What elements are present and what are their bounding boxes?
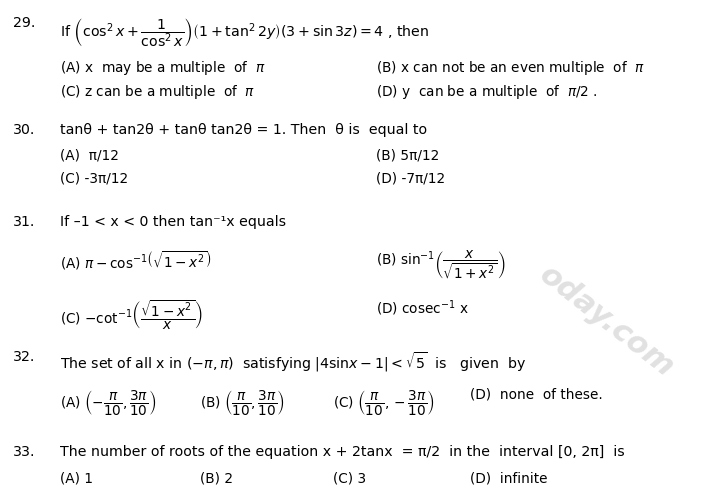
- Text: (D)  infinite: (D) infinite: [470, 472, 548, 486]
- Text: (C) -3π/12: (C) -3π/12: [60, 172, 128, 186]
- Text: (D) y  can be a multiple  of  $\pi$/2 .: (D) y can be a multiple of $\pi$/2 .: [376, 83, 597, 101]
- Text: (D) -7π/12: (D) -7π/12: [376, 172, 444, 186]
- Text: tanθ + tan2θ + tanθ tan2θ = 1. Then  θ is  equal to: tanθ + tan2θ + tanθ tan2θ = 1. Then θ is…: [60, 123, 427, 137]
- Text: 32.: 32.: [13, 350, 35, 364]
- Text: 31.: 31.: [13, 215, 35, 229]
- Text: (D)  none  of these.: (D) none of these.: [470, 388, 603, 401]
- Text: (C) $\left(\dfrac{\pi}{10}, -\dfrac{3\pi}{10}\right)$: (C) $\left(\dfrac{\pi}{10}, -\dfrac{3\pi…: [333, 388, 435, 417]
- Text: 33.: 33.: [13, 445, 35, 458]
- Text: (B) 5π/12: (B) 5π/12: [376, 149, 439, 163]
- Text: (C) z can be a multiple  of  $\pi$: (C) z can be a multiple of $\pi$: [60, 83, 255, 101]
- Text: 29.: 29.: [13, 16, 35, 30]
- Text: (A) x  may be a multiple  of  $\pi$: (A) x may be a multiple of $\pi$: [60, 59, 265, 77]
- Text: (A) $\pi - \cos^{-1}\!\left(\sqrt{1-x^2}\right)$: (A) $\pi - \cos^{-1}\!\left(\sqrt{1-x^2}…: [60, 249, 211, 271]
- Text: 30.: 30.: [13, 123, 35, 137]
- Text: (B) x can not be an even multiple  of  $\pi$: (B) x can not be an even multiple of $\p…: [376, 59, 644, 77]
- Text: (B) $\left(\dfrac{\pi}{10}, \dfrac{3\pi}{10}\right)$: (B) $\left(\dfrac{\pi}{10}, \dfrac{3\pi}…: [200, 388, 285, 417]
- Text: (D) cosec$^{-1}$ x: (D) cosec$^{-1}$ x: [376, 298, 468, 318]
- Text: The number of roots of the equation x + 2tanx  = π/2  in the  interval [0, 2π]  : The number of roots of the equation x + …: [60, 445, 624, 458]
- Text: (A) $\left(-\dfrac{\pi}{10}, \dfrac{3\pi}{10}\right)$: (A) $\left(-\dfrac{\pi}{10}, \dfrac{3\pi…: [60, 388, 156, 417]
- Text: (C) $-\cot^{-1}\!\left(\dfrac{\sqrt{1-x^2}}{x}\right)$: (C) $-\cot^{-1}\!\left(\dfrac{\sqrt{1-x^…: [60, 298, 203, 332]
- Text: If $\left(\cos^2 x+\dfrac{1}{\cos^2 x}\right)\left(1+\tan^2 2y\right)\left(3+\si: If $\left(\cos^2 x+\dfrac{1}{\cos^2 x}\r…: [60, 16, 429, 49]
- Text: (C) 3: (C) 3: [333, 472, 366, 486]
- Text: If –1 < x < 0 then tan⁻¹x equals: If –1 < x < 0 then tan⁻¹x equals: [60, 215, 286, 229]
- Text: (B) 2: (B) 2: [200, 472, 233, 486]
- Text: (A)  π/12: (A) π/12: [60, 149, 119, 163]
- Text: (A) 1: (A) 1: [60, 472, 93, 486]
- Text: The set of all x in $(-\pi, \pi)$  satisfying $|4\mathrm{sin}x-1| < \sqrt{5}$  i: The set of all x in $(-\pi, \pi)$ satisf…: [60, 350, 526, 374]
- Text: oday.com: oday.com: [534, 260, 680, 383]
- Text: (B) $\sin^{-1}\!\left(\dfrac{x}{\sqrt{1+x^2}}\right)$: (B) $\sin^{-1}\!\left(\dfrac{x}{\sqrt{1+…: [376, 249, 505, 281]
